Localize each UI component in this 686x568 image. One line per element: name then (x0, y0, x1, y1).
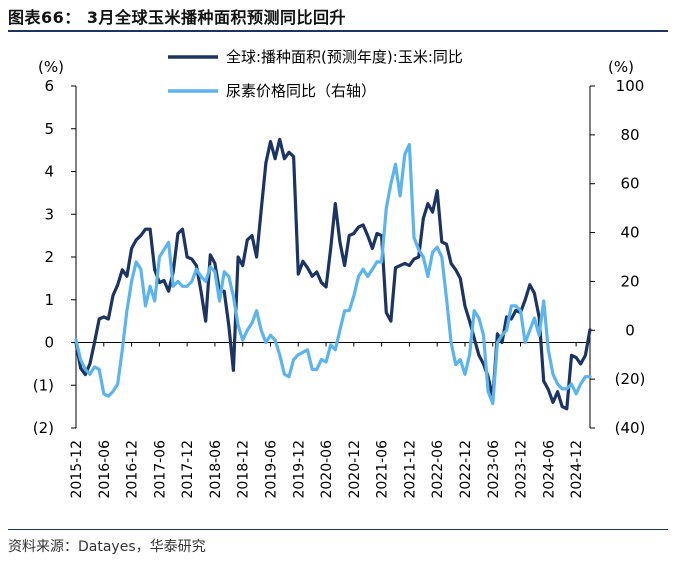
x-tick-label: 2016-06 (97, 440, 113, 499)
x-tick-label: 2018-12 (236, 440, 252, 499)
y-right-tick-label: (40) (615, 419, 646, 437)
x-tick-label: 2021-12 (402, 440, 418, 499)
x-tick-label: 2020-12 (347, 440, 363, 499)
x-tick-label: 2022-12 (458, 440, 474, 499)
title-rule (8, 30, 668, 32)
source-note: 资料来源：Datayes，华泰研究 (8, 539, 206, 555)
legend-label-corn-area: 全球:播种面积(预测年度):玉米:同比 (226, 48, 463, 66)
y-left-tick-label: (1) (33, 376, 54, 394)
y-left-tick-label: 4 (44, 163, 54, 181)
y-right-tick-label: 100 (616, 77, 645, 95)
y-left-tick-label: (2) (33, 419, 54, 437)
x-tick-label: 2021-06 (375, 440, 391, 499)
x-tick-label: 2023-12 (514, 440, 530, 499)
y-right-unit-label: (%) (608, 58, 634, 76)
source-rule (8, 529, 668, 530)
y-right-tick-label: 80 (620, 126, 639, 144)
x-tick-label: 2020-06 (319, 440, 335, 499)
y-left-tick-label: 6 (44, 77, 54, 95)
series-line-corn-area (74, 137, 592, 411)
x-tick-label: 2023-06 (486, 440, 502, 499)
y-left-tick-label: 0 (44, 334, 54, 352)
x-tick-label: 2017-06 (152, 440, 168, 499)
x-tick-label: 2022-06 (430, 440, 446, 499)
x-tick-label: 2017-12 (180, 440, 196, 499)
x-tick-label: 2016-12 (125, 440, 141, 499)
legend-label-urea-price: 尿素价格同比（右轴） (226, 82, 376, 100)
y-left-tick-label: 1 (44, 291, 54, 309)
x-tick-label: 2024-06 (541, 440, 557, 499)
series-line-urea-price (74, 143, 592, 406)
x-tick-label: 2024-12 (569, 440, 585, 499)
figure-title: 图表66： 3月全球玉米播种面积预测同比回升 (8, 8, 346, 27)
x-tick-label: 2018-06 (208, 440, 224, 499)
y-right-tick-label: 40 (620, 224, 639, 242)
x-tick-label: 2019-12 (291, 440, 307, 499)
y-right-tick-label: (20) (615, 370, 646, 388)
x-tick-label: 2019-06 (263, 440, 279, 499)
y-right-tick-label: 20 (620, 272, 639, 290)
y-left-tick-label: 5 (44, 120, 54, 138)
y-left-tick-label: 2 (44, 248, 54, 266)
y-right-tick-label: 60 (620, 175, 639, 193)
y-right-tick-label: 0 (625, 321, 635, 339)
x-tick-label: 2015-12 (69, 440, 85, 499)
y-left-unit-label: (%) (38, 58, 64, 76)
y-left-tick-label: 3 (44, 205, 54, 223)
